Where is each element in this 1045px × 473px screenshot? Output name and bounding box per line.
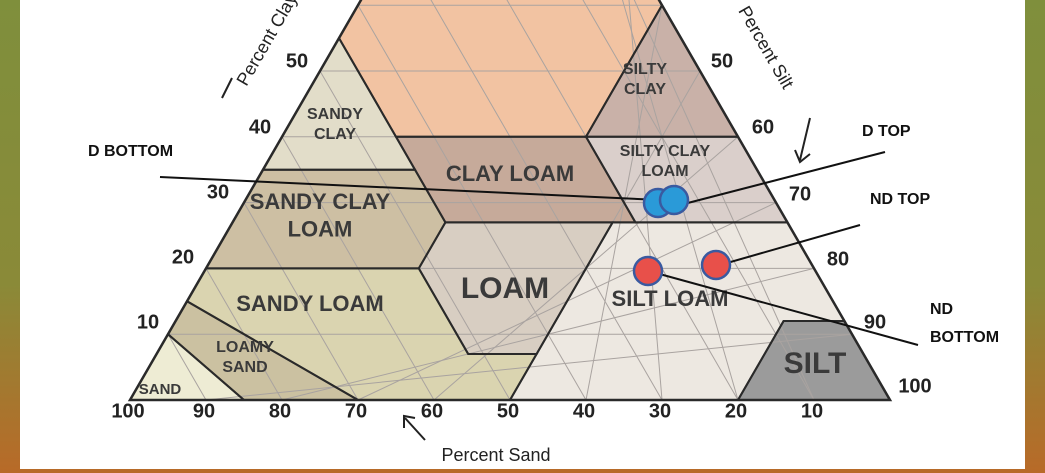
- clay-tick-label: 20: [172, 246, 194, 268]
- silt-region: [738, 321, 890, 400]
- class-label: LOAM: [641, 163, 688, 180]
- grid-line: [243, 202, 359, 401]
- class-label: CLAY: [314, 126, 356, 143]
- class-label: CLAY: [624, 81, 666, 98]
- leader-line: [719, 224, 861, 266]
- sample-point: [632, 255, 664, 287]
- triangle-outline: [127, 0, 893, 402]
- sand-tick-label: 80: [269, 400, 291, 422]
- sand-tick-label: 90: [193, 400, 215, 422]
- loamy-sand-region: [168, 301, 358, 400]
- annotation: BOTTOM: [930, 329, 999, 346]
- class-label: SANDY: [307, 106, 363, 123]
- clay-tick-label: 40: [249, 116, 271, 138]
- leader-line: [644, 269, 919, 346]
- class-label: LOAM: [461, 272, 549, 305]
- sand-tick-label: 100: [111, 400, 144, 422]
- annotation: D BOTTOM: [88, 143, 173, 160]
- axis-title: Percent Sand: [441, 445, 550, 465]
- clay-region: [339, 0, 662, 137]
- grid-line: [319, 70, 511, 401]
- leader-line: [159, 176, 661, 201]
- triangle: [127, 0, 893, 402]
- clay-tick-label: 50: [286, 50, 308, 72]
- annotation: ND TOP: [870, 191, 930, 208]
- silt-tick-label: 60: [752, 116, 774, 138]
- leader-line: [679, 151, 886, 206]
- grid-line: [167, 333, 207, 401]
- silt-tick-label: 100: [898, 375, 931, 397]
- silt-tick-label: 70: [789, 183, 811, 205]
- silt-tick-label: 50: [711, 50, 733, 72]
- class-label: CLAY LOAM: [446, 161, 574, 186]
- sample-point: [700, 249, 732, 281]
- class-label: LOAMY: [216, 339, 274, 356]
- clay-tick-label: 30: [207, 181, 229, 203]
- class-label: SAND: [139, 381, 182, 398]
- class-label: SILT: [784, 347, 847, 380]
- grid-line: [430, 0, 663, 401]
- sand-tick-label: 60: [421, 400, 443, 422]
- annotation: D TOP: [862, 123, 911, 140]
- class-label: SILT LOAM: [612, 286, 729, 311]
- silt-tick-label: 80: [827, 248, 849, 270]
- silt-tick-label: 90: [864, 311, 886, 333]
- class-label: SILTY CLAY: [620, 143, 711, 160]
- annotation: ND: [930, 301, 953, 318]
- class-label: SILTY: [623, 61, 667, 78]
- sand-tick-label: 40: [573, 400, 595, 422]
- clay-tick-label: 10: [137, 311, 159, 333]
- grid-line: [628, 0, 663, 401]
- sand-tick-label: 70: [345, 400, 367, 422]
- class-label: SANDY CLAY: [250, 189, 391, 214]
- loam-region: [418, 222, 613, 354]
- sand-tick-label: 30: [649, 400, 671, 422]
- sandy-clay-loam-region: [206, 169, 446, 269]
- arrow: [794, 117, 811, 164]
- arrow: [403, 414, 426, 441]
- class-label: LOAM: [288, 217, 353, 242]
- grid-line: [633, 0, 815, 401]
- class-label: SAND: [222, 359, 267, 376]
- sand-tick-label: 10: [801, 400, 823, 422]
- arrow: [221, 77, 233, 99]
- class-label: SANDY LOAM: [236, 291, 384, 316]
- sample-point: [658, 184, 690, 216]
- clay-loam-region: [396, 136, 636, 223]
- silt-loam-region: [510, 222, 845, 400]
- sand-tick-label: 20: [725, 400, 747, 422]
- sand-tick-label: 50: [497, 400, 519, 422]
